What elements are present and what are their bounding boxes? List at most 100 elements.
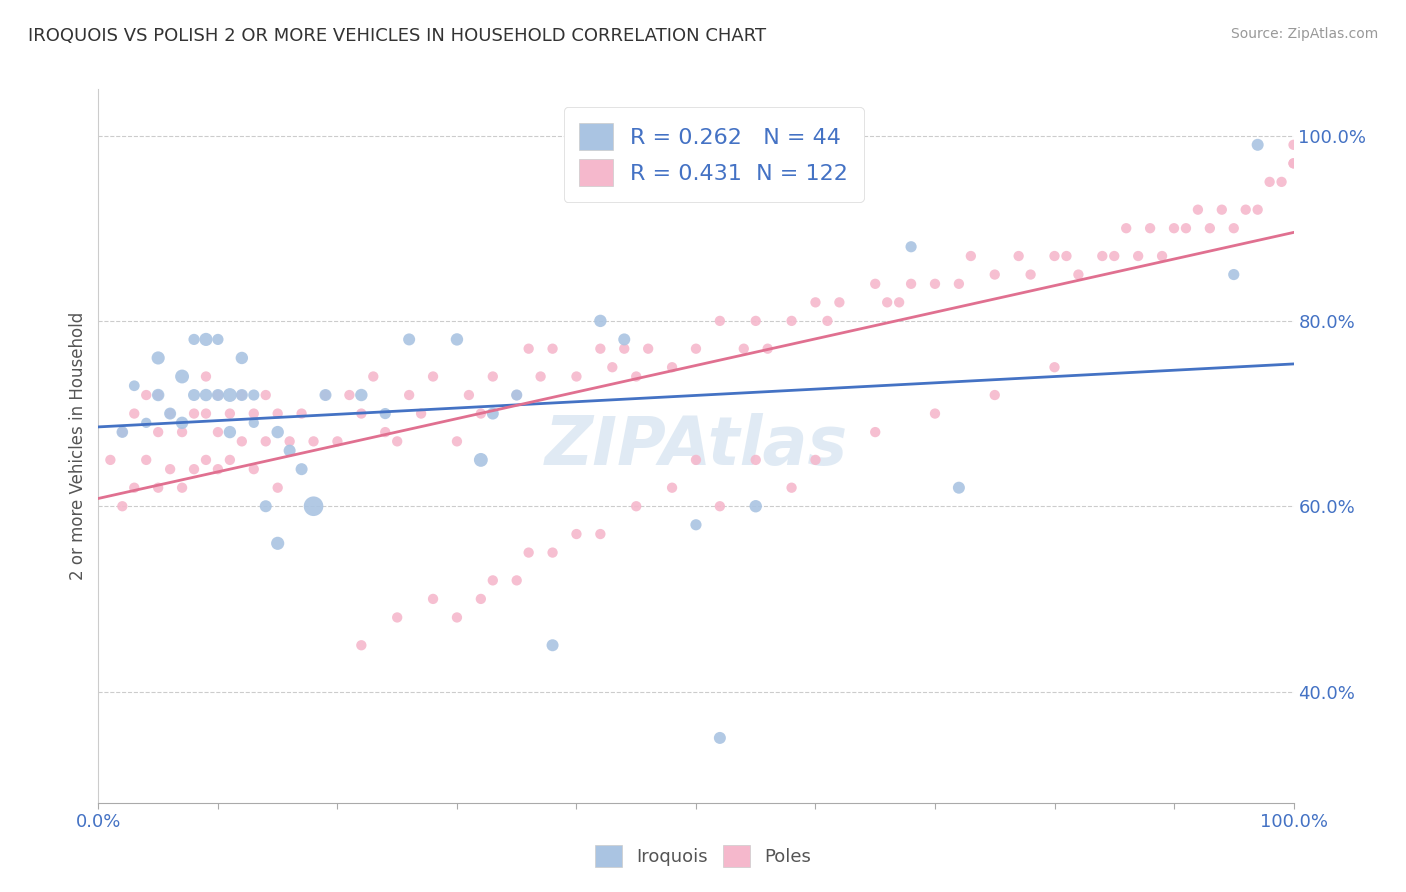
Point xyxy=(565,527,588,541)
Point xyxy=(470,591,492,606)
Point xyxy=(267,425,290,439)
Point xyxy=(661,481,683,495)
Point xyxy=(315,388,337,402)
Point xyxy=(541,342,564,356)
Point xyxy=(613,342,636,356)
Point xyxy=(422,591,444,606)
Point xyxy=(589,527,612,541)
Point xyxy=(1019,268,1042,282)
Point xyxy=(481,574,505,588)
Point xyxy=(924,277,946,291)
Point xyxy=(481,369,505,384)
Point xyxy=(637,342,659,356)
Text: ZIPAtlas: ZIPAtlas xyxy=(544,413,848,479)
Point xyxy=(207,388,229,402)
Point xyxy=(506,388,529,402)
Point xyxy=(124,481,146,495)
Point xyxy=(231,388,253,402)
Point xyxy=(254,500,277,514)
Point xyxy=(948,277,970,291)
Point xyxy=(1282,137,1305,152)
Point xyxy=(231,388,253,402)
Point xyxy=(172,425,194,439)
Point xyxy=(207,425,229,439)
Point xyxy=(1187,202,1209,217)
Point xyxy=(159,407,181,421)
Point xyxy=(302,500,325,514)
Point xyxy=(470,407,492,421)
Point xyxy=(1246,137,1268,152)
Point xyxy=(350,638,373,652)
Point xyxy=(756,342,779,356)
Point xyxy=(745,314,768,328)
Point xyxy=(1128,249,1150,263)
Point xyxy=(1282,156,1305,170)
Point xyxy=(243,462,266,476)
Point xyxy=(481,407,505,421)
Point xyxy=(231,351,253,365)
Point xyxy=(183,388,205,402)
Text: IROQUOIS VS POLISH 2 OR MORE VEHICLES IN HOUSEHOLD CORRELATION CHART: IROQUOIS VS POLISH 2 OR MORE VEHICLES IN… xyxy=(28,27,766,45)
Point xyxy=(863,425,886,439)
Point xyxy=(148,351,170,365)
Point xyxy=(219,425,242,439)
Point xyxy=(243,416,266,430)
Point xyxy=(733,342,755,356)
Point xyxy=(302,434,325,449)
Point xyxy=(1054,249,1078,263)
Point xyxy=(254,388,277,402)
Point xyxy=(411,407,433,421)
Point xyxy=(315,388,337,402)
Point xyxy=(207,388,229,402)
Point xyxy=(290,462,312,476)
Point xyxy=(111,425,134,439)
Point xyxy=(1234,202,1257,217)
Point xyxy=(267,536,290,550)
Point xyxy=(983,268,1005,282)
Point xyxy=(529,369,551,384)
Point xyxy=(231,434,253,449)
Point xyxy=(780,481,803,495)
Point xyxy=(194,369,217,384)
Point xyxy=(1150,249,1173,263)
Point xyxy=(446,333,468,347)
Point xyxy=(565,369,588,384)
Point xyxy=(1246,202,1268,217)
Point xyxy=(709,500,731,514)
Point xyxy=(135,388,157,402)
Point xyxy=(828,295,851,310)
Point xyxy=(385,610,409,624)
Point xyxy=(1222,268,1246,282)
Point xyxy=(517,545,540,559)
Point xyxy=(1271,175,1294,189)
Point xyxy=(1043,249,1066,263)
Point xyxy=(1091,249,1114,263)
Point xyxy=(959,249,981,263)
Point xyxy=(1102,249,1125,263)
Point xyxy=(111,425,134,439)
Point xyxy=(709,731,731,745)
Point xyxy=(135,453,157,467)
Point xyxy=(589,314,612,328)
Point xyxy=(194,453,217,467)
Point xyxy=(278,443,301,458)
Point xyxy=(924,407,946,421)
Point xyxy=(458,388,481,402)
Point xyxy=(517,342,540,356)
Point xyxy=(804,295,827,310)
Point xyxy=(183,462,205,476)
Point xyxy=(589,342,612,356)
Point xyxy=(613,333,636,347)
Point xyxy=(124,407,146,421)
Point xyxy=(804,453,827,467)
Point xyxy=(889,295,911,310)
Point xyxy=(267,407,290,421)
Point xyxy=(470,453,492,467)
Point xyxy=(745,453,768,467)
Point xyxy=(111,500,134,514)
Point xyxy=(600,360,623,375)
Point xyxy=(350,407,373,421)
Point xyxy=(219,388,242,402)
Point xyxy=(148,481,170,495)
Point xyxy=(541,638,564,652)
